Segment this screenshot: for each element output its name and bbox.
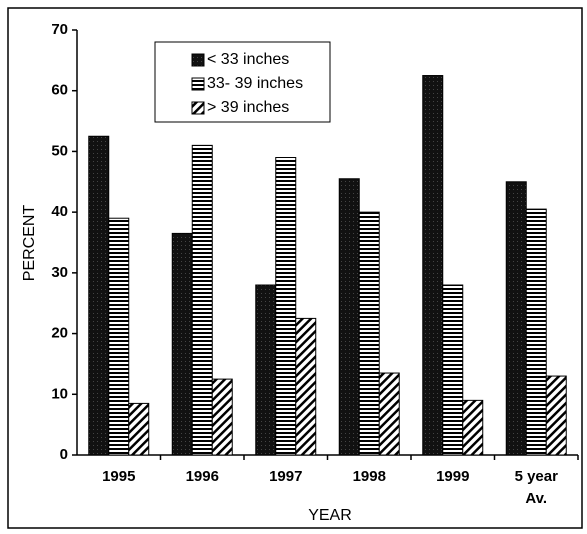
x-tick-label: 1996 xyxy=(185,468,219,485)
bar xyxy=(275,157,297,456)
bar xyxy=(191,144,213,456)
bar xyxy=(505,181,527,456)
bar xyxy=(525,208,547,456)
legend-swatch xyxy=(191,53,205,67)
bar xyxy=(295,317,317,456)
bar xyxy=(88,135,110,456)
x-tick-label: 5 year Av. xyxy=(514,468,558,507)
y-tick-label: 30 xyxy=(51,264,68,281)
legend-swatch xyxy=(191,77,205,91)
legend-box xyxy=(154,41,331,123)
y-tick-label: 40 xyxy=(51,203,68,220)
bar xyxy=(108,217,130,456)
bar xyxy=(378,372,400,456)
y-tick-label: 60 xyxy=(51,82,68,99)
bar xyxy=(422,75,444,456)
bar xyxy=(128,402,150,456)
bar xyxy=(462,399,484,456)
bar xyxy=(545,375,567,456)
y-tick-label: 50 xyxy=(51,142,68,159)
legend-label: > 39 inches xyxy=(207,99,289,116)
bar xyxy=(358,211,380,456)
y-tick-label: 70 xyxy=(51,21,68,38)
x-tick-label: 1999 xyxy=(436,468,470,485)
x-tick-label: 1995 xyxy=(102,468,136,485)
y-axis-label: PERCENT xyxy=(21,205,38,282)
legend-label: < 33 inches xyxy=(207,51,289,68)
legend-label: 33- 39 inches xyxy=(207,75,303,92)
frame xyxy=(7,7,583,529)
y-tick-label: 10 xyxy=(51,385,68,402)
bar xyxy=(171,232,193,456)
x-tick-label: 1997 xyxy=(269,468,303,485)
legend-swatch xyxy=(191,101,205,115)
bar xyxy=(255,284,277,456)
bar xyxy=(442,284,464,456)
bar xyxy=(211,378,233,456)
y-tick-label: 20 xyxy=(51,325,68,342)
x-axis-label: YEAR xyxy=(308,507,352,524)
x-tick-label: 1998 xyxy=(352,468,386,485)
bar xyxy=(338,178,360,456)
y-tick-label: 0 xyxy=(60,446,68,463)
